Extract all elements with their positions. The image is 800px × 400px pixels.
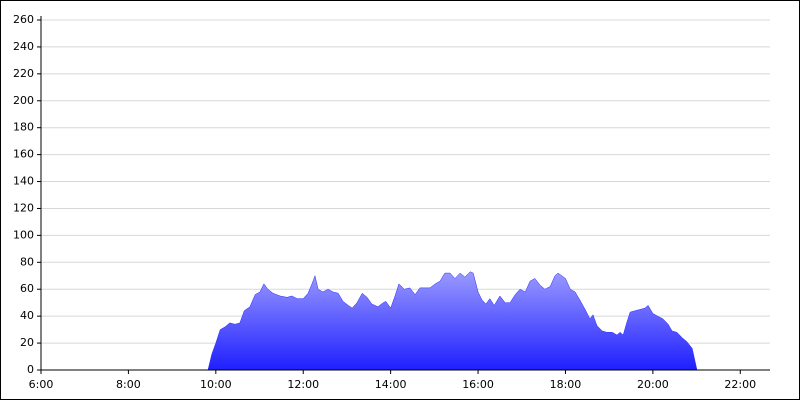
x-tick-label: 22:00 xyxy=(724,378,756,391)
x-tick-label: 20:00 xyxy=(637,378,669,391)
y-tick-label: 200 xyxy=(13,94,34,107)
y-tick-label: 100 xyxy=(13,228,34,241)
x-tick-label: 14:00 xyxy=(375,378,407,391)
y-tick-label: 140 xyxy=(13,175,34,188)
y-tick-label: 160 xyxy=(13,148,34,161)
x-tick-label: 16:00 xyxy=(462,378,494,391)
plot xyxy=(207,271,698,371)
y-tick-label: 120 xyxy=(13,201,34,214)
y-tick-label: 260 xyxy=(13,13,34,26)
area xyxy=(207,271,698,371)
y-tick-label: 80 xyxy=(20,255,34,268)
x-tick-label: 12:00 xyxy=(287,378,319,391)
y-tick-label: 40 xyxy=(20,309,34,322)
x-tick-label: 6:00 xyxy=(29,378,54,391)
axes: 0 20 40 60 80 100 120 140 160 180 200 220 240 260 6:00… xyxy=(13,13,770,391)
x-tick-label: 10:00 xyxy=(200,378,232,391)
y-tick-label: 240 xyxy=(13,40,34,53)
y-tick-label: 0 xyxy=(27,363,34,376)
y-tick-label: 60 xyxy=(20,282,34,295)
y-tick-label: 180 xyxy=(13,121,34,134)
y-tick-label: 20 xyxy=(20,336,34,349)
y-tick-label: 220 xyxy=(13,67,34,80)
x-tick-label: 18:00 xyxy=(550,378,582,391)
x-tick-label: 8:00 xyxy=(116,378,141,391)
